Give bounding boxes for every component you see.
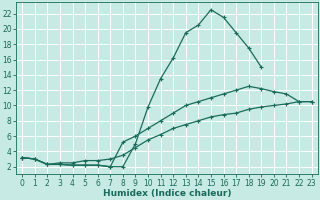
- X-axis label: Humidex (Indice chaleur): Humidex (Indice chaleur): [103, 189, 231, 198]
